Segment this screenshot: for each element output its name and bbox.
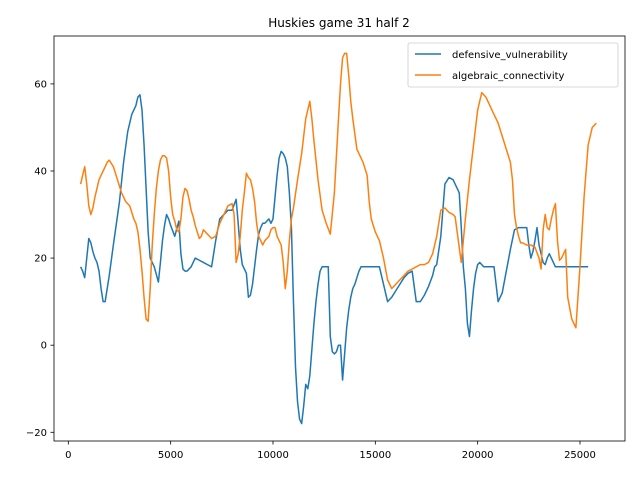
legend-box bbox=[407, 42, 619, 88]
y-tick-label: 60 bbox=[34, 79, 47, 90]
chart-title: Huskies game 31 half 2 bbox=[268, 16, 410, 30]
plot-area bbox=[79, 52, 597, 425]
x-tick-label: 5000 bbox=[158, 450, 183, 461]
y-tick-label: 40 bbox=[34, 167, 47, 178]
series-line-defensive-vulnerability bbox=[79, 94, 589, 425]
x-tick-label: 10000 bbox=[257, 450, 289, 461]
x-tick-label: 0 bbox=[65, 450, 71, 461]
legend: defensive_vulnerability algebraic_connect… bbox=[407, 42, 619, 88]
series-line-algebraic-connectivity bbox=[79, 52, 597, 329]
x-tick-label: 25000 bbox=[564, 450, 596, 461]
y-tick-label: 20 bbox=[34, 254, 47, 265]
y-tick-label: −20 bbox=[26, 428, 47, 439]
x-tick-label: 15000 bbox=[359, 450, 391, 461]
legend-label-defensive-vulnerability: defensive_vulnerability bbox=[452, 50, 568, 61]
axes: 0 5000 10000 15000 20000 25000 −20 0 20 40 60 bbox=[26, 35, 626, 461]
legend-label-algebraic-connectivity: algebraic_connectivity bbox=[452, 71, 565, 82]
y-tick-label: 0 bbox=[41, 341, 47, 352]
x-tick-label: 20000 bbox=[462, 450, 494, 461]
axes-frame bbox=[53, 35, 626, 442]
